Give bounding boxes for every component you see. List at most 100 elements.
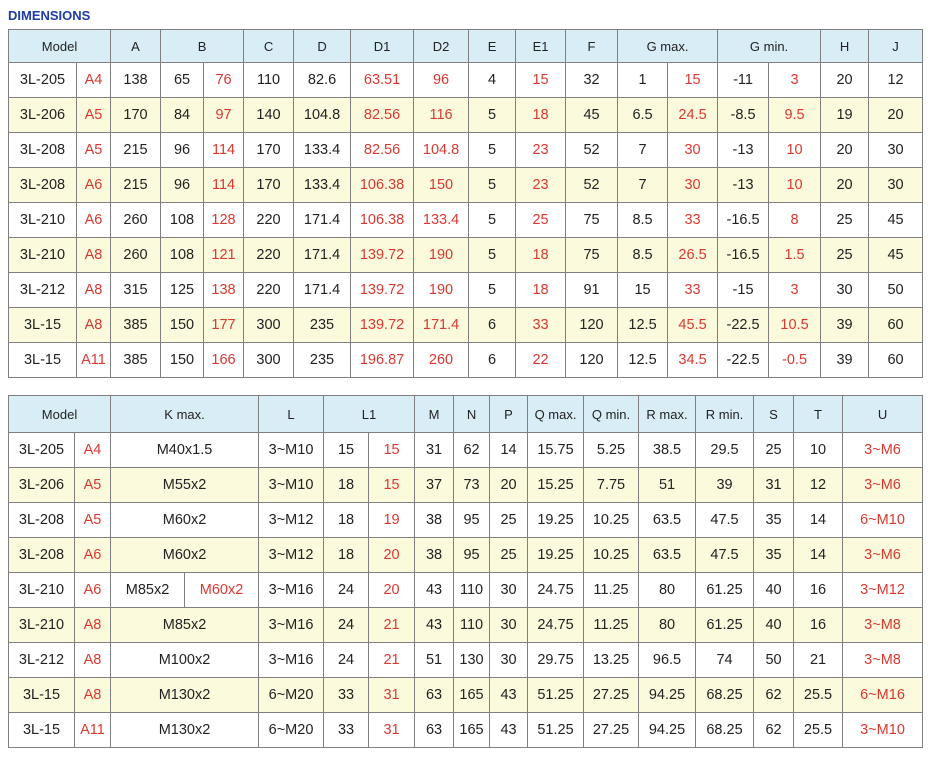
value-cell: M60x2 [184,572,260,608]
value-cell: 75 [565,202,619,238]
table-row: 3L-212 A8 315 125 138 220 171.4 139.72 190 5 18 91 1… [8,272,924,308]
value-cell: 170 [243,132,295,168]
model-cell: 3L-212 [8,272,77,308]
value-cell: 97 [203,97,245,133]
value-cell: 33 [323,677,370,713]
value-cell: M60x2 [110,537,260,573]
value-cell: 150 [160,342,205,378]
value-cell: M85x2 [110,572,186,608]
value-cell: 190 [413,272,470,308]
value-cell: 34.5 [667,342,719,378]
value-cell: 1 [617,62,669,98]
value-cell: 235 [293,307,352,343]
value-cell: 23 [515,132,567,168]
value-cell: -15 [717,272,770,308]
value-cell: 18 [515,272,567,308]
value-cell: 3~M6 [842,467,924,503]
value-cell: 6~M20 [258,712,325,748]
value-cell: 110 [453,607,491,643]
value-cell: 5.25 [583,432,640,468]
value-cell: 6.5 [617,97,669,133]
value-cell: 3 [768,62,822,98]
column-header-e: E [468,29,517,63]
value-cell: 45 [565,97,619,133]
value-cell: M85x2 [110,607,260,643]
value-cell: 43 [489,677,529,713]
model-cell: 3L-208 [8,502,75,538]
column-header-l: L [258,395,325,433]
value-cell: 15 [515,62,567,98]
value-cell: 52 [565,132,619,168]
value-cell: 15 [667,62,719,98]
table-row: 3L-205 A4 138 65 76 110 82.6 63.51 96 4 15 32 1 15 -11… [8,62,924,98]
value-cell: 3~M16 [258,572,325,608]
value-cell: 1.5 [768,237,822,273]
value-cell: 171.4 [293,237,352,273]
column-header-r-min: R min. [695,395,755,433]
value-cell: 20 [868,97,924,133]
value-cell: 25 [820,237,870,273]
column-header-f: F [565,29,619,63]
value-cell: -11 [717,62,770,98]
value-cell: 104.8 [413,132,470,168]
value-cell: 133.4 [413,202,470,238]
value-cell: 20 [820,132,870,168]
value-cell: 21 [368,607,416,643]
column-header-e1: E1 [515,29,567,63]
value-cell: M40x1.5 [110,432,260,468]
variant-cell: A8 [73,677,112,713]
value-cell: 385 [110,307,162,343]
value-cell: 47.5 [695,537,755,573]
value-cell: 110 [453,572,491,608]
value-cell: 128 [203,202,245,238]
value-cell: 62 [453,432,491,468]
value-cell: 38 [414,537,455,573]
value-cell: M130x2 [110,712,260,748]
value-cell: 24 [323,572,370,608]
value-cell: 3~M12 [258,502,325,538]
value-cell: 30 [489,642,529,678]
value-cell: 170 [110,97,162,133]
value-cell: 3~M10 [842,712,924,748]
table-row: 3L-208 A5 M60x2 3~M12 18 19 38 95 25 19.25 10.25 63… [8,502,924,538]
value-cell: 30 [667,132,719,168]
value-cell: 10 [768,132,822,168]
value-cell: -22.5 [717,342,770,378]
value-cell: 260 [110,202,162,238]
column-header-j: J [868,29,924,63]
value-cell: -16.5 [717,202,770,238]
value-cell: 10.5 [768,307,822,343]
value-cell: 60 [868,342,924,378]
value-cell: 133.4 [293,167,352,203]
value-cell: 15.75 [527,432,585,468]
value-cell: 25.5 [793,677,844,713]
value-cell: 61.25 [695,572,755,608]
value-cell: 24 [323,607,370,643]
value-cell: 63.51 [350,62,415,98]
value-cell: 15 [368,432,416,468]
variant-cell: A6 [75,202,112,238]
column-header-k-max: K max. [110,395,260,433]
value-cell: -13 [717,132,770,168]
column-header-model: Model [7,395,112,433]
value-cell: 3~M10 [258,467,325,503]
value-cell: 3~M8 [842,642,924,678]
value-cell: 10.25 [583,502,640,538]
value-cell: 82.56 [350,132,415,168]
table-row: 3L-15 A8 385 150 177 300 235 139.72 171.4 6 33 120 1… [8,307,924,343]
value-cell: 30 [667,167,719,203]
value-cell: 16 [793,607,844,643]
value-cell: -22.5 [717,307,770,343]
value-cell: 24.5 [667,97,719,133]
column-header-p: P [489,395,529,433]
column-header-d2: D2 [413,29,470,63]
value-cell: 50 [868,272,924,308]
value-cell: 220 [243,237,295,273]
variant-cell: A8 [75,272,112,308]
model-cell: 3L-205 [8,62,77,98]
column-header-q-max: Q max. [527,395,585,433]
value-cell: 65 [160,62,205,98]
value-cell: 12 [793,467,844,503]
value-cell: 25 [489,502,529,538]
value-cell: 20 [820,62,870,98]
